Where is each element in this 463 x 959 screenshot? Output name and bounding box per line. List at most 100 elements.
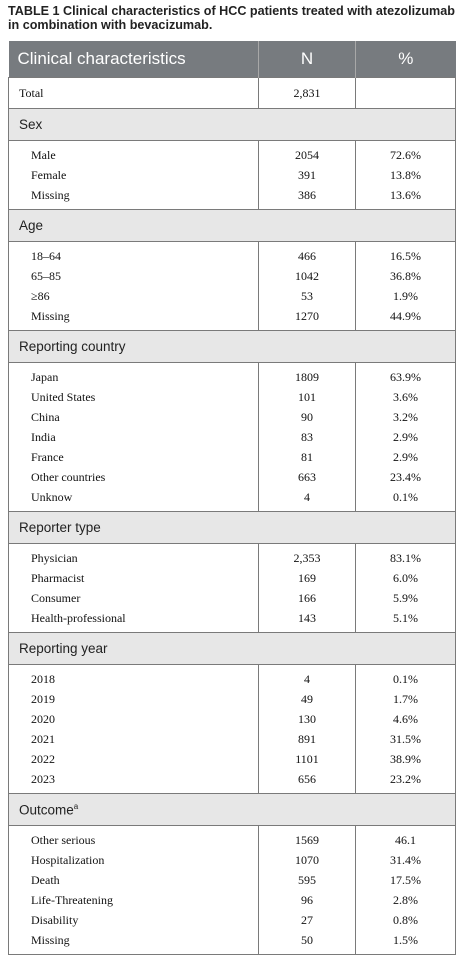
row-percent: 2.9% xyxy=(355,427,456,447)
row-label: Health-professional xyxy=(8,608,259,633)
row-n: 1070 xyxy=(258,850,356,870)
row-percent: 3.2% xyxy=(355,407,456,427)
table-row: China 90 3.2% xyxy=(8,407,456,427)
row-percent: 1.5% xyxy=(355,930,456,955)
row-n: 166 xyxy=(258,588,356,608)
footnote-marker: a xyxy=(73,801,79,811)
row-n: 1042 xyxy=(258,266,356,286)
row-n: 143 xyxy=(258,608,356,633)
table-row: Pharmacist 169 6.0% xyxy=(8,568,456,588)
total-n: 2,831 xyxy=(258,77,356,109)
row-n: 27 xyxy=(258,910,356,930)
row-label: Female xyxy=(8,165,259,185)
table-row: Female 391 13.8% xyxy=(8,165,456,185)
clinical-characteristics-table: Clinical characteristics N % Total 2,831… xyxy=(8,41,456,955)
table-row: Japan 1809 63.9% xyxy=(8,362,456,387)
header-percent: % xyxy=(355,41,456,78)
table-row: Hospitalization 1070 31.4% xyxy=(8,850,456,870)
section-title: Age xyxy=(8,209,456,242)
section-header: Outcomea xyxy=(8,793,456,826)
row-percent: 83.1% xyxy=(355,543,456,568)
row-percent: 72.6% xyxy=(355,140,456,165)
row-label: Other serious xyxy=(8,825,259,850)
row-label: Japan xyxy=(8,362,259,387)
row-percent: 2.8% xyxy=(355,890,456,910)
row-n: 130 xyxy=(258,709,356,729)
row-label: Hospitalization xyxy=(8,850,259,870)
table-row: Health-professional 143 5.1% xyxy=(8,608,456,633)
row-label: Physician xyxy=(8,543,259,568)
row-label: 2020 xyxy=(8,709,259,729)
section-header: Sex xyxy=(8,108,456,141)
table-row: Life-Threatening 96 2.8% xyxy=(8,890,456,910)
row-n: 81 xyxy=(258,447,356,467)
row-percent: 63.9% xyxy=(355,362,456,387)
row-label: India xyxy=(8,427,259,447)
row-label: 2022 xyxy=(8,749,259,769)
row-label: Disability xyxy=(8,910,259,930)
row-n: 466 xyxy=(258,241,356,266)
row-label: Life-Threatening xyxy=(8,890,259,910)
row-n: 663 xyxy=(258,467,356,487)
table-row: Disability 27 0.8% xyxy=(8,910,456,930)
row-percent: 0.1% xyxy=(355,487,456,512)
table-row: Missing 1270 44.9% xyxy=(8,306,456,331)
row-label: 65–85 xyxy=(8,266,259,286)
row-n: 96 xyxy=(258,890,356,910)
table-row: Other serious 1569 46.1 xyxy=(8,825,456,850)
row-n: 101 xyxy=(258,387,356,407)
row-n: 83 xyxy=(258,427,356,447)
row-percent: 44.9% xyxy=(355,306,456,331)
row-n: 1270 xyxy=(258,306,356,331)
row-percent: 0.1% xyxy=(355,664,456,689)
row-n: 2,353 xyxy=(258,543,356,568)
row-label: France xyxy=(8,447,259,467)
row-n: 53 xyxy=(258,286,356,306)
table-row: 2019 49 1.7% xyxy=(8,689,456,709)
table-row: France 81 2.9% xyxy=(8,447,456,467)
section-header: Reporter type xyxy=(8,511,456,544)
header-n: N xyxy=(258,41,356,78)
header-row: Clinical characteristics N % xyxy=(8,41,456,78)
table-label: TABLE 1 xyxy=(8,4,60,18)
row-percent: 4.6% xyxy=(355,709,456,729)
row-percent: 1.7% xyxy=(355,689,456,709)
row-label: 2023 xyxy=(8,769,259,794)
row-label: Missing xyxy=(8,306,259,331)
row-label: 18–64 xyxy=(8,241,259,266)
row-label: 2019 xyxy=(8,689,259,709)
row-label: Missing xyxy=(8,930,259,955)
row-n: 4 xyxy=(258,664,356,689)
row-percent: 16.5% xyxy=(355,241,456,266)
row-label: Unknow xyxy=(8,487,259,512)
table-row: Physician 2,353 83.1% xyxy=(8,543,456,568)
section-title-text: Outcome xyxy=(19,802,74,818)
section-header: Age xyxy=(8,209,456,242)
table-title: Clinical characteristics of HCC patients… xyxy=(8,4,455,32)
table-caption: TABLE 1 Clinical characteristics of HCC … xyxy=(8,4,460,32)
row-label: 2018 xyxy=(8,664,259,689)
table-row: 2022 1101 38.9% xyxy=(8,749,456,769)
table-row: India 83 2.9% xyxy=(8,427,456,447)
row-label: Consumer xyxy=(8,588,259,608)
table-row: 65–85 1042 36.8% xyxy=(8,266,456,286)
table-row: 2020 130 4.6% xyxy=(8,709,456,729)
table-row: 2023 656 23.2% xyxy=(8,769,456,794)
row-n: 386 xyxy=(258,185,356,210)
row-percent: 13.8% xyxy=(355,165,456,185)
row-percent: 5.1% xyxy=(355,608,456,633)
row-percent: 23.4% xyxy=(355,467,456,487)
total-percent xyxy=(355,77,456,109)
row-n: 4 xyxy=(258,487,356,512)
row-n: 391 xyxy=(258,165,356,185)
section-title: Outcomea xyxy=(8,793,456,826)
table-body: Total 2,831 Sex Male 2054 72.6% Female 391 13.… xyxy=(8,77,456,955)
row-n: 90 xyxy=(258,407,356,427)
table-row: Missing 386 13.6% xyxy=(8,185,456,210)
section-title: Reporting year xyxy=(8,632,456,665)
row-percent: 3.6% xyxy=(355,387,456,407)
section-header: Reporting country xyxy=(8,330,456,363)
row-percent: 38.9% xyxy=(355,749,456,769)
row-n: 1569 xyxy=(258,825,356,850)
table-row: ≥86 53 1.9% xyxy=(8,286,456,306)
